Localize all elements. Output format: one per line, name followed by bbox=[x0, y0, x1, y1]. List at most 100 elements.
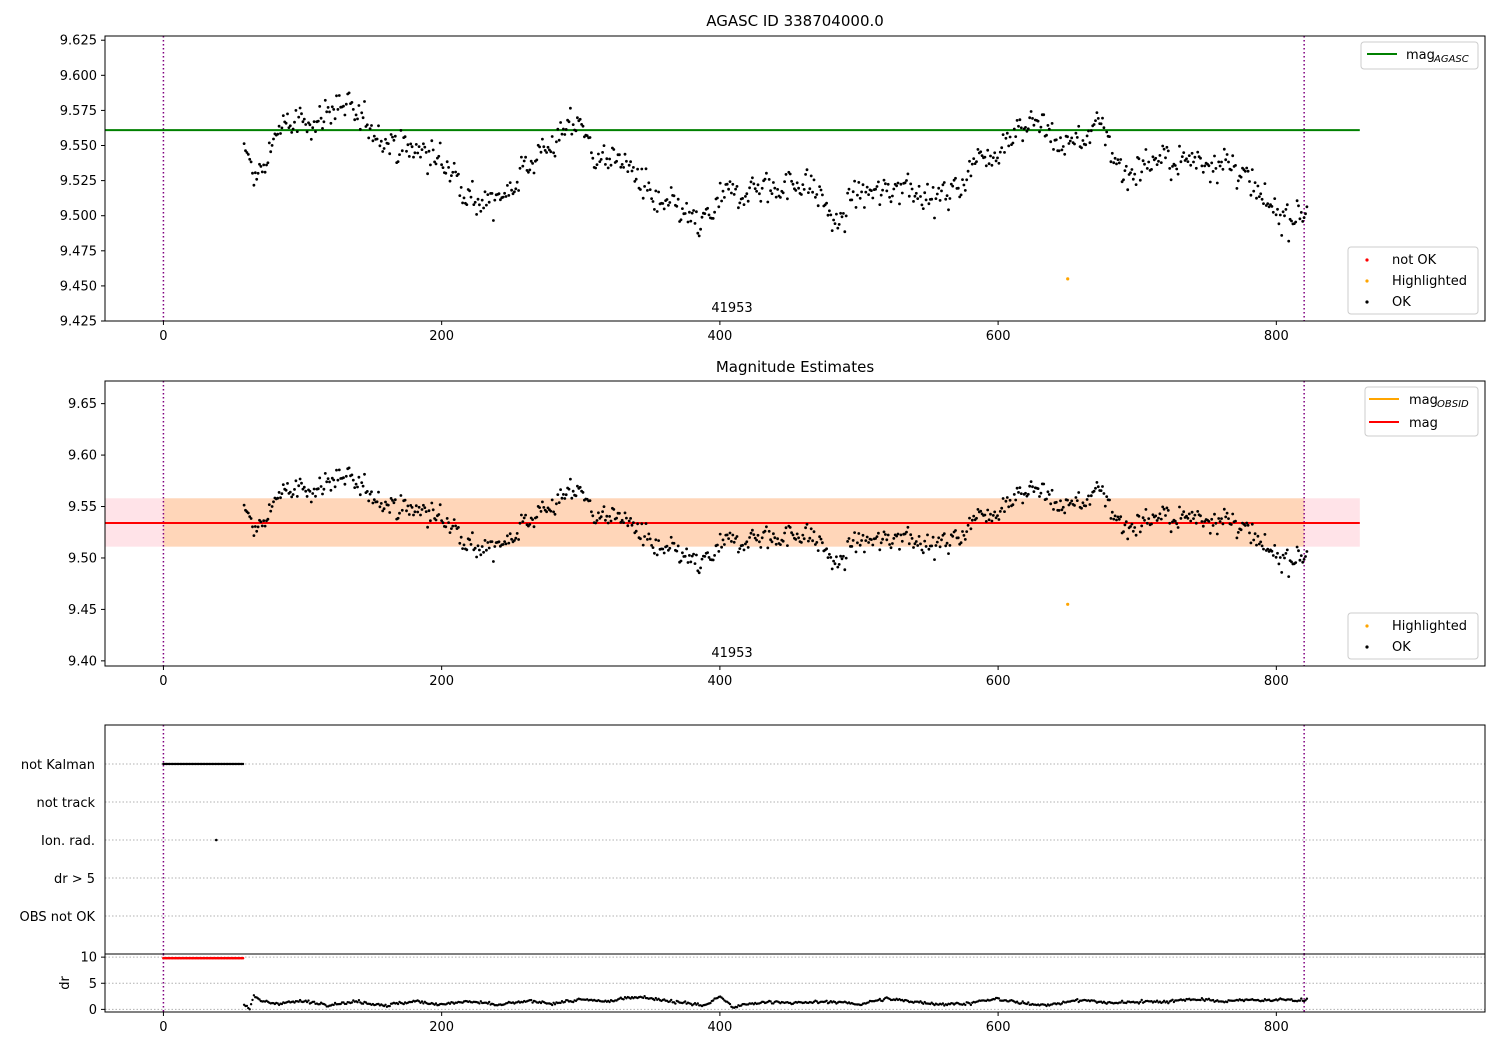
data-point-ok bbox=[816, 549, 820, 552]
data-point-ok bbox=[251, 171, 254, 175]
dr-point bbox=[332, 1003, 335, 1007]
data-point-ok bbox=[347, 466, 351, 470]
data-point-ok bbox=[344, 474, 348, 478]
data-point-ok bbox=[980, 154, 984, 158]
data-point-ok bbox=[1305, 550, 1309, 553]
data-point-ok bbox=[1054, 138, 1058, 142]
x-tick-label: 600 bbox=[986, 674, 1011, 689]
data-point-ok bbox=[1116, 515, 1120, 519]
data-point-ok bbox=[1168, 521, 1172, 525]
data-point-ok bbox=[898, 547, 901, 551]
data-point-ok bbox=[801, 183, 805, 187]
data-point-ok bbox=[392, 138, 396, 142]
data-point-ok bbox=[1011, 503, 1015, 507]
data-point-ok bbox=[1000, 146, 1004, 150]
data-point-ok bbox=[723, 196, 726, 199]
data-point-ok bbox=[353, 118, 357, 122]
data-point-ok bbox=[730, 540, 733, 543]
data-point-ok bbox=[329, 488, 333, 492]
data-point-ok bbox=[480, 198, 484, 202]
data-point-ok bbox=[412, 155, 415, 159]
data-point-ok bbox=[632, 166, 635, 169]
data-point-ok bbox=[1305, 205, 1309, 209]
data-point-ok bbox=[597, 511, 600, 515]
data-point-ok bbox=[755, 189, 758, 193]
data-point-ok bbox=[1108, 135, 1111, 139]
data-point-ok bbox=[1211, 170, 1215, 173]
data-point-ok bbox=[987, 518, 991, 522]
data-point-ok bbox=[388, 511, 392, 514]
data-point-ok bbox=[681, 551, 684, 555]
data-point-ok bbox=[1038, 130, 1041, 134]
data-point-ok bbox=[361, 484, 365, 488]
data-point-ok bbox=[426, 525, 429, 529]
data-point-ok bbox=[1229, 523, 1233, 526]
data-point-ok bbox=[630, 169, 634, 173]
data-point-ok bbox=[933, 558, 936, 561]
data-point-ok bbox=[1068, 501, 1072, 505]
obsid-label: 41953 bbox=[711, 646, 752, 661]
data-point-ok bbox=[675, 204, 679, 208]
data-point-ok bbox=[1025, 129, 1029, 133]
data-point-ok bbox=[1031, 117, 1034, 120]
data-point-ok bbox=[1117, 161, 1121, 165]
data-point-ok bbox=[357, 104, 361, 107]
data-point-ok bbox=[1012, 493, 1016, 496]
data-point-ok bbox=[1088, 141, 1092, 145]
data-point-ok bbox=[1298, 558, 1302, 562]
data-point-ok bbox=[1180, 155, 1184, 159]
data-point-ok bbox=[1227, 517, 1230, 520]
data-point-ok bbox=[1063, 152, 1067, 156]
legend-upper: mag OBSID mag bbox=[1364, 386, 1479, 437]
data-point-ok bbox=[541, 137, 544, 141]
data-point-ok bbox=[888, 195, 891, 199]
data-point-ok bbox=[263, 170, 267, 174]
data-point-ok bbox=[934, 544, 938, 547]
data-point-ok bbox=[1192, 517, 1195, 520]
data-point-ok bbox=[1018, 118, 1022, 122]
data-point-ok bbox=[620, 518, 624, 522]
dr-point bbox=[1203, 999, 1206, 1003]
dr-point bbox=[1045, 1004, 1048, 1008]
data-point-ok bbox=[903, 181, 907, 185]
data-point-ok bbox=[885, 189, 889, 193]
flag-point bbox=[241, 762, 245, 766]
data-point-ok bbox=[959, 193, 963, 197]
data-point-ok bbox=[473, 546, 477, 550]
data-point-ok bbox=[321, 126, 324, 130]
data-point-ok bbox=[1154, 514, 1158, 518]
data-point-ok bbox=[759, 546, 763, 549]
y-tick-label: 9.65 bbox=[68, 397, 97, 412]
data-point-ok bbox=[811, 190, 814, 194]
data-point-ok bbox=[542, 145, 546, 149]
data-point-ok bbox=[877, 180, 880, 184]
data-point-ok bbox=[997, 518, 1001, 521]
data-point-ok bbox=[920, 203, 924, 207]
dr-point bbox=[721, 997, 725, 1000]
data-point-ok bbox=[263, 524, 267, 528]
dr-point bbox=[1171, 998, 1174, 1001]
data-point-ok bbox=[1235, 536, 1239, 540]
dr-point bbox=[968, 1002, 971, 1005]
data-point-ok bbox=[906, 525, 910, 529]
dr-point bbox=[478, 1002, 481, 1005]
data-point-ok bbox=[769, 189, 772, 193]
data-point-ok bbox=[1011, 141, 1015, 145]
data-point-ok bbox=[731, 533, 735, 537]
dr-point bbox=[388, 1004, 391, 1008]
data-point-ok bbox=[1215, 532, 1219, 536]
data-point-ok bbox=[819, 537, 823, 541]
data-point-ok bbox=[737, 550, 740, 554]
data-point-ok bbox=[758, 192, 761, 196]
data-point-ok bbox=[749, 180, 753, 184]
data-point-ok bbox=[1144, 148, 1148, 151]
y-tick-label: 9.525 bbox=[60, 174, 97, 189]
data-point-ok bbox=[457, 172, 460, 176]
data-point-ok bbox=[1246, 523, 1250, 527]
dr-point bbox=[1200, 997, 1204, 1000]
data-point-ok bbox=[877, 531, 880, 535]
data-point-ok bbox=[1173, 519, 1177, 523]
data-point-ok bbox=[990, 519, 994, 523]
data-point-ok bbox=[305, 130, 309, 134]
data-point-ok bbox=[910, 187, 914, 191]
